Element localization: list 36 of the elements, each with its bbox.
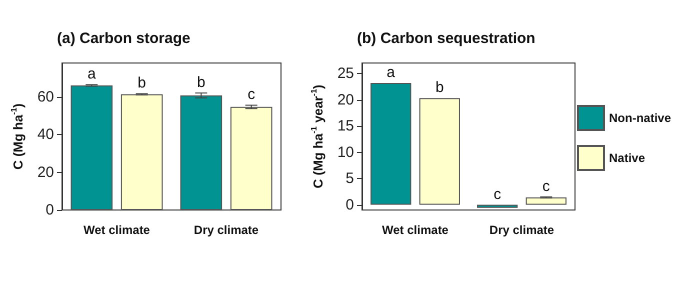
y-tick-label: 40 — [37, 126, 54, 144]
data-label: b — [435, 79, 444, 96]
bar — [70, 85, 113, 210]
y-tick-label: 10 — [337, 144, 354, 161]
y-tick-label: 0 — [46, 202, 54, 218]
y-tick-label: 5 — [346, 170, 354, 187]
y-tick-label: 25 — [337, 65, 354, 82]
y-tick-label: 15 — [337, 118, 354, 134]
y-tick-label: 20 — [37, 164, 54, 181]
bar — [526, 197, 566, 205]
data-label: b — [138, 74, 146, 92]
bar — [180, 95, 222, 210]
data-label: c — [494, 186, 502, 203]
y-axis-title: C (Mg ha-1) — [10, 103, 26, 170]
data-label: a — [386, 64, 396, 81]
data-label: c — [248, 86, 256, 104]
bar — [477, 204, 518, 208]
bar — [370, 82, 412, 205]
data-label: c — [542, 178, 550, 195]
bar — [120, 94, 163, 210]
x-tick-label: Dry climate — [489, 223, 554, 237]
y-tick-label: 0 — [346, 196, 354, 214]
data-label: a — [87, 66, 96, 83]
bar — [419, 98, 460, 205]
chart-title: (a) Carbon storage — [57, 30, 190, 47]
x-tick-label: Wet climate — [84, 223, 150, 237]
chart-title: (b) Carbon sequestration — [357, 30, 536, 47]
x-tick-label: Dry climate — [194, 223, 259, 237]
legend-label: Native — [608, 151, 646, 165]
bar — [230, 106, 272, 210]
y-tick-label: 60 — [37, 88, 54, 106]
data-label: b — [196, 74, 206, 91]
x-tick-label: Wet climate — [382, 223, 449, 237]
y-axis-title: C (Mg ha-1 year-1) — [310, 84, 326, 188]
y-tick-label: 20 — [337, 91, 354, 108]
legend-label: Non-native — [608, 111, 672, 125]
